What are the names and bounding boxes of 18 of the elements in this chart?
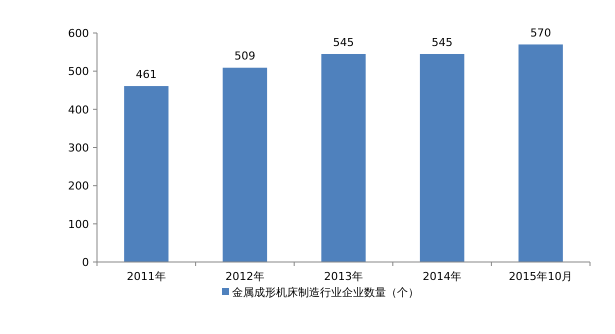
y-tick-label: 200 [68, 180, 89, 193]
legend-label: 金属成形机床制造行业企业数量（个） [232, 286, 419, 299]
y-tick-label: 100 [68, 218, 89, 231]
data-label: 570 [530, 26, 552, 40]
data-label: 509 [234, 50, 256, 63]
y-tick-label: 400 [68, 103, 89, 116]
y-tick-label: 600 [68, 27, 89, 40]
y-tick-label: 300 [68, 142, 89, 154]
x-tick-label: 2013年 [324, 270, 363, 283]
y-tick-label: 0 [82, 256, 89, 269]
data-label: 545 [432, 36, 453, 49]
data-label: 461 [136, 68, 157, 82]
x-tick-label: 2015年10月 [508, 270, 573, 283]
y-tick-label: 500 [68, 65, 89, 78]
data-label: 545 [333, 36, 354, 49]
x-tick-label: 2014年 [422, 270, 462, 283]
x-tick-label: 2012年 [225, 270, 264, 283]
x-tick-label: 2011年 [126, 270, 166, 283]
